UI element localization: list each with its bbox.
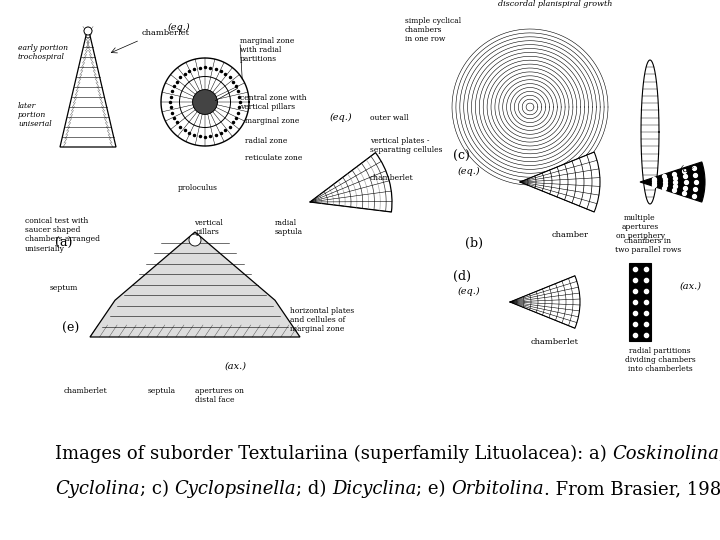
- Text: later
portion
uniserial: later portion uniserial: [18, 102, 52, 129]
- Text: vertical plates -
separating cellules: vertical plates - separating cellules: [370, 137, 443, 154]
- Wedge shape: [310, 153, 392, 212]
- Text: reticulate zone: reticulate zone: [245, 154, 302, 162]
- Text: chamberlet: chamberlet: [63, 387, 107, 395]
- Text: radial zone: radial zone: [245, 137, 287, 145]
- Wedge shape: [520, 152, 600, 212]
- Text: (c): (c): [453, 150, 470, 163]
- Text: conical test with
saucer shaped
chambers arranged
uniserially: conical test with saucer shaped chambers…: [25, 217, 100, 253]
- Text: discordal planispiral growth: discordal planispiral growth: [498, 0, 612, 8]
- Bar: [629, 263, 651, 341]
- Text: radial partitions
dividing chambers
into chamberlets: radial partitions dividing chambers into…: [625, 347, 696, 373]
- Text: simple cyclical
chambers
in one row: simple cyclical chambers in one row: [405, 17, 461, 43]
- Text: . From Brasier, 1980.: . From Brasier, 1980.: [544, 480, 720, 498]
- Text: early portion
trochospiral: early portion trochospiral: [18, 44, 68, 61]
- Text: radial
saptula: radial saptula: [275, 219, 303, 236]
- Text: Dicyclina: Dicyclina: [332, 480, 416, 498]
- Circle shape: [189, 234, 201, 246]
- Text: (eq.): (eq.): [458, 287, 481, 296]
- Polygon shape: [90, 232, 300, 337]
- Text: ; c): ; c): [140, 480, 174, 498]
- Text: chamberlet: chamberlet: [142, 29, 190, 37]
- Text: ; d): ; d): [296, 480, 332, 498]
- Text: (eq.): (eq.): [458, 167, 481, 176]
- Text: (e): (e): [62, 322, 79, 335]
- Text: (ax.): (ax.): [680, 165, 702, 174]
- Polygon shape: [60, 27, 116, 147]
- Text: septum: septum: [50, 284, 78, 292]
- Text: multiple
apertures
on periphery: multiple apertures on periphery: [616, 214, 665, 240]
- Text: ; e): ; e): [416, 480, 451, 498]
- Text: Cyclopsinella: Cyclopsinella: [174, 480, 296, 498]
- Text: (ax.): (ax.): [680, 282, 702, 291]
- Text: vertical
pillars: vertical pillars: [194, 219, 222, 236]
- Wedge shape: [510, 276, 580, 328]
- Text: marginal zone: marginal zone: [245, 117, 300, 125]
- Text: Orbitolina: Orbitolina: [451, 480, 544, 498]
- Text: septula: septula: [148, 387, 176, 395]
- Text: Images of suborder Textulariina (superfamily Lituolacea): a): Images of suborder Textulariina (superfa…: [55, 445, 613, 463]
- Text: chamber: chamber: [552, 231, 588, 239]
- Text: chambers in
two parallel rows: chambers in two parallel rows: [615, 237, 681, 254]
- Text: marginal zone
with radial
partitions: marginal zone with radial partitions: [240, 37, 294, 63]
- Text: (b): (b): [465, 237, 483, 250]
- Text: (ax.): (ax.): [225, 362, 247, 371]
- Text: chamberlet: chamberlet: [370, 174, 413, 182]
- Text: Cyclolina: Cyclolina: [55, 480, 140, 498]
- Text: chamberlet: chamberlet: [531, 338, 579, 346]
- Circle shape: [193, 90, 217, 114]
- Text: horizontal plates
and cellules of
marginal zone: horizontal plates and cellules of margin…: [290, 307, 354, 333]
- Text: apertures on
distal face: apertures on distal face: [195, 387, 244, 404]
- Text: (eq.): (eq.): [330, 113, 353, 122]
- Circle shape: [84, 27, 92, 35]
- Text: proloculus: proloculus: [178, 184, 218, 192]
- Text: (d): (d): [453, 270, 471, 283]
- Wedge shape: [640, 162, 705, 202]
- Text: outer wall: outer wall: [370, 114, 409, 122]
- Text: (eq.): (eq.): [168, 23, 191, 32]
- Text: (a): (a): [55, 237, 73, 250]
- Text: Coskinolina: Coskinolina: [613, 445, 719, 463]
- Text: central zone with
vertical pillars: central zone with vertical pillars: [240, 94, 307, 111]
